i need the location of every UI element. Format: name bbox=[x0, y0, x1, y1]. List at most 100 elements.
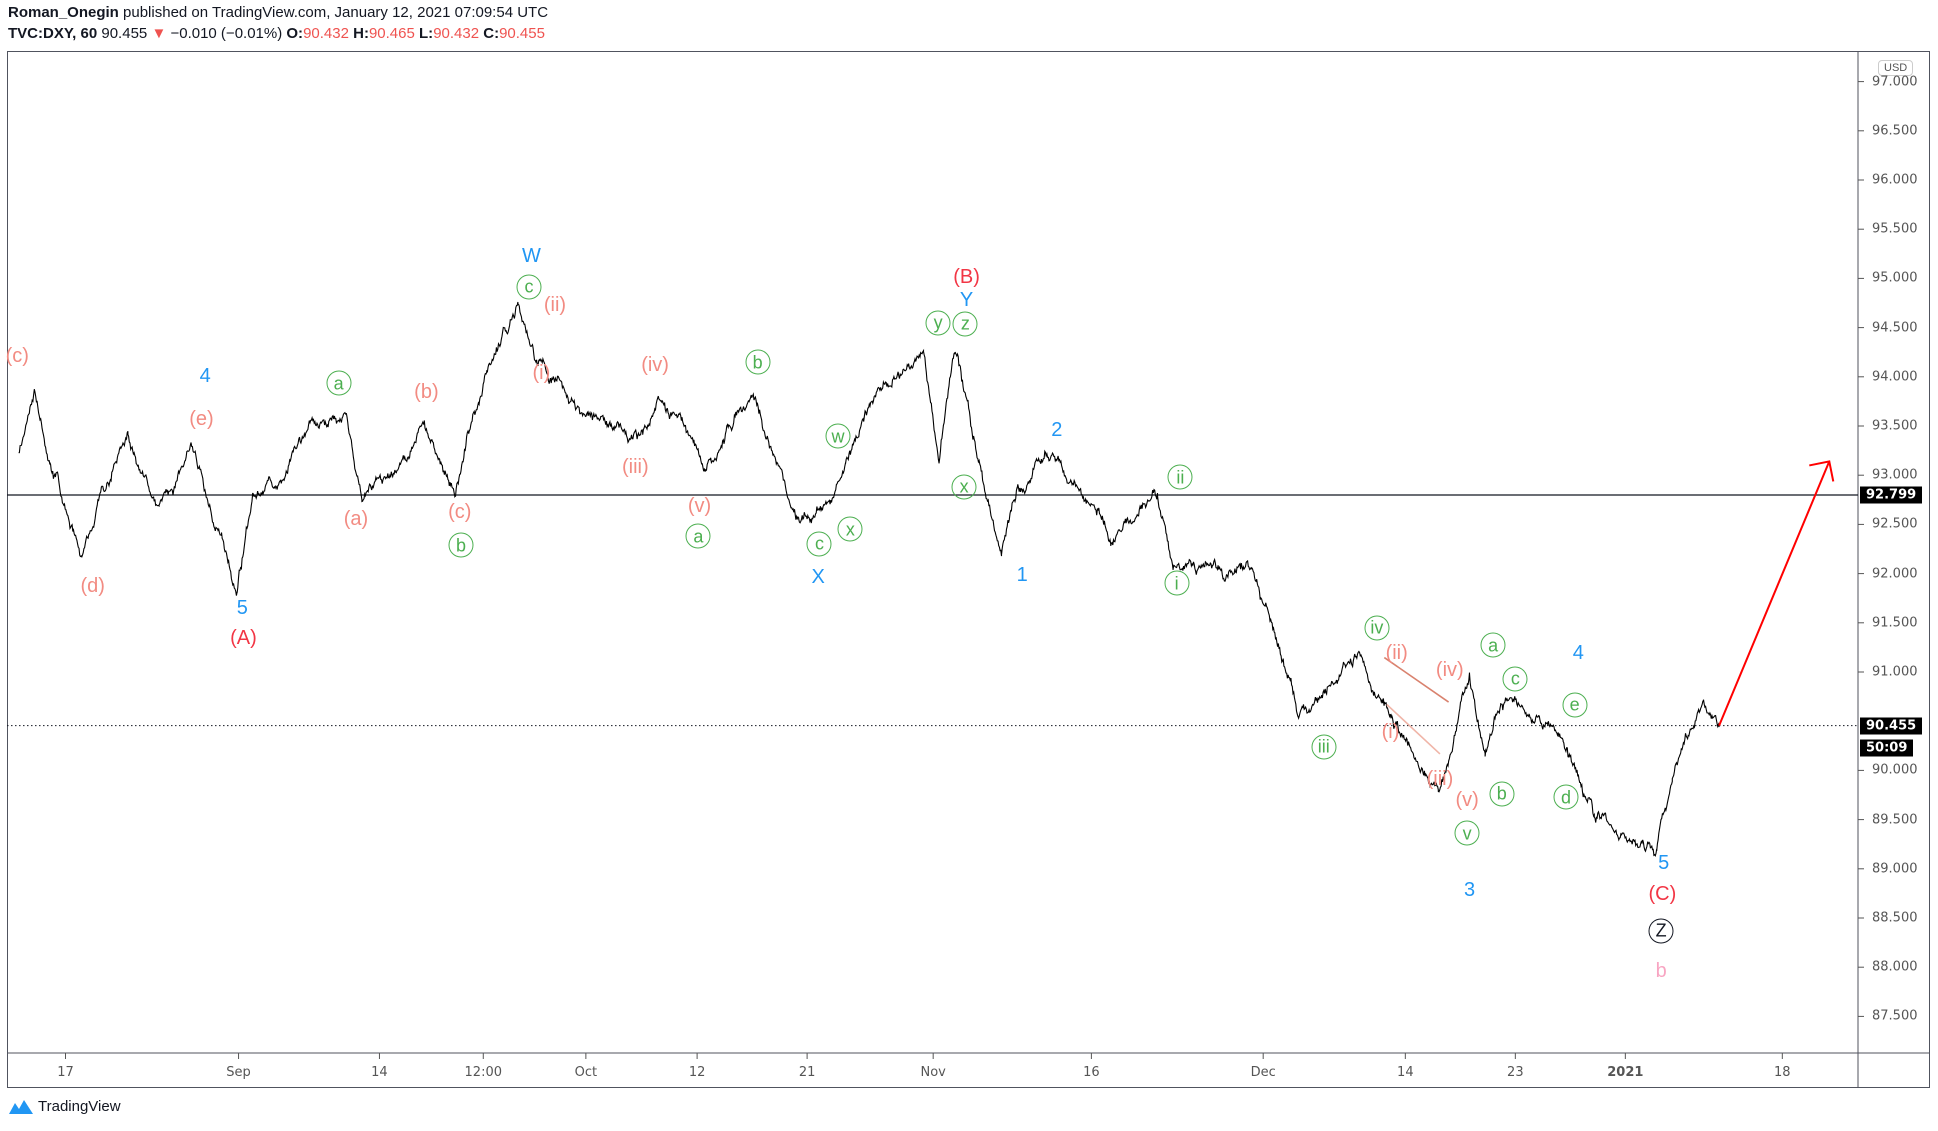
wave-label[interactable]: d bbox=[1553, 784, 1579, 810]
wave-label[interactable]: 2 bbox=[1051, 419, 1063, 442]
price-series-line bbox=[18, 301, 1720, 857]
price-tick-label: 91.500 bbox=[1872, 615, 1918, 631]
time-tick-label: 14 bbox=[371, 1065, 388, 1080]
currency-badge[interactable]: USD bbox=[1878, 60, 1914, 76]
wave-label[interactable]: y bbox=[925, 310, 951, 336]
wave-label[interactable]: W bbox=[522, 244, 541, 267]
tradingview-logo-icon bbox=[9, 1099, 33, 1114]
price-tick-label: 92.500 bbox=[1872, 516, 1918, 532]
price-tick-label: 89.500 bbox=[1872, 812, 1918, 828]
wave-label[interactable]: (ii) bbox=[1385, 641, 1408, 664]
wave-label[interactable]: (ii) bbox=[543, 294, 567, 317]
price-tick-label: 92.000 bbox=[1872, 566, 1918, 582]
wave-label[interactable]: a bbox=[1480, 632, 1506, 658]
wave-label[interactable]: 5 bbox=[236, 597, 248, 620]
wave-label[interactable]: (iv) bbox=[641, 353, 669, 376]
wave-label[interactable]: (c) bbox=[5, 344, 29, 367]
tradingview-logo[interactable]: TradingView bbox=[8, 1098, 121, 1115]
wave-label[interactable]: (b) bbox=[414, 380, 439, 403]
time-tick-label: 14 bbox=[1397, 1065, 1414, 1080]
wave-label[interactable]: (C) bbox=[1648, 882, 1677, 905]
wave-label[interactable]: a bbox=[685, 523, 711, 549]
wave-label[interactable]: z bbox=[952, 311, 978, 337]
wave-label[interactable]: b bbox=[448, 532, 474, 558]
wave-label[interactable]: iv bbox=[1364, 615, 1390, 641]
wave-label[interactable]: (e) bbox=[189, 408, 214, 430]
wave-label[interactable]: X bbox=[811, 566, 825, 589]
price-tick-label: 96.500 bbox=[1872, 123, 1918, 139]
last-price: 90.455 bbox=[101, 25, 148, 42]
wave-label[interactable]: (iii) bbox=[1426, 767, 1454, 790]
wave-label[interactable]: a bbox=[326, 370, 352, 396]
wave-label[interactable]: (i) bbox=[532, 362, 551, 385]
price-tick-label: 93.500 bbox=[1872, 418, 1918, 434]
brand-name: TradingView bbox=[38, 1098, 121, 1115]
time-tick-label: 21 bbox=[798, 1065, 816, 1080]
wave-label[interactable]: c bbox=[1502, 666, 1528, 692]
wave-label[interactable]: x bbox=[951, 474, 977, 500]
price-tick-label: 90.000 bbox=[1872, 762, 1918, 778]
wave-label[interactable]: (c) bbox=[448, 500, 472, 523]
close-value: 90.455 bbox=[499, 25, 545, 42]
symbol-legend: TVC:DXY, 60 90.455 ▼ −0.010 (−0.01%) O:9… bbox=[8, 25, 545, 42]
price-tick-label: 94.500 bbox=[1872, 320, 1918, 336]
wave-label[interactable]: b bbox=[1655, 960, 1667, 983]
wave-label[interactable]: w bbox=[825, 423, 851, 449]
wave-label[interactable]: b bbox=[745, 349, 771, 375]
time-tick-label: Oct bbox=[574, 1065, 598, 1080]
wave-label[interactable]: i bbox=[1164, 570, 1190, 596]
time-tick-label: 2021 bbox=[1607, 1065, 1644, 1080]
wave-label[interactable]: 4 bbox=[199, 364, 211, 387]
time-tick-label: 16 bbox=[1083, 1065, 1100, 1080]
wave-label[interactable]: 5 bbox=[1658, 851, 1670, 874]
wave-label[interactable]: (iii) bbox=[621, 456, 649, 479]
wave-label[interactable]: c bbox=[516, 274, 542, 300]
wave-label[interactable]: (v) bbox=[687, 494, 712, 517]
time-tick-label: 18 bbox=[1774, 1065, 1791, 1080]
low-value: 90.432 bbox=[433, 25, 480, 42]
time-tick-label: Nov bbox=[920, 1065, 946, 1080]
last-price-tag: 90.455 bbox=[1860, 717, 1923, 735]
price-tick-label: 97.000 bbox=[1872, 74, 1918, 90]
price-tick-label: 88.500 bbox=[1872, 910, 1918, 926]
wave-label[interactable]: x bbox=[837, 516, 863, 542]
wave-label[interactable]: e bbox=[1562, 692, 1588, 718]
price-tick-label: 95.500 bbox=[1872, 221, 1918, 237]
wave-label[interactable]: (iv) bbox=[1435, 658, 1464, 681]
wave-label[interactable]: v bbox=[1454, 820, 1480, 846]
projection-arrow-line bbox=[1718, 461, 1831, 727]
publish-info: published on TradingView.com, January 12… bbox=[123, 4, 549, 21]
horizontal-line-price-tag: 92.799 bbox=[1860, 486, 1923, 504]
wave-label[interactable]: ii bbox=[1167, 464, 1193, 490]
wave-label[interactable]: (B) bbox=[953, 265, 980, 288]
wave-label[interactable]: 1 bbox=[1016, 563, 1028, 586]
wave-label[interactable]: Y bbox=[959, 289, 974, 312]
wave-label[interactable]: Z bbox=[1648, 918, 1674, 944]
time-tick-label: 12:00 bbox=[464, 1065, 502, 1080]
wave-label[interactable]: (i) bbox=[1381, 720, 1400, 743]
wedge-upper-trendline bbox=[1383, 656, 1450, 703]
wave-label[interactable]: c bbox=[806, 531, 832, 557]
time-tick-label: 12 bbox=[688, 1065, 706, 1080]
wave-label[interactable]: (A) bbox=[230, 626, 257, 649]
price-tick-label: 88.000 bbox=[1872, 959, 1918, 975]
wave-label[interactable]: (v) bbox=[1455, 788, 1479, 811]
wave-label[interactable]: 3 bbox=[1464, 878, 1476, 901]
wedge-lower-trendline bbox=[1386, 703, 1441, 755]
wave-label[interactable]: b bbox=[1489, 781, 1515, 806]
wave-label[interactable]: (a) bbox=[343, 508, 369, 531]
price-tick-label: 94.000 bbox=[1872, 369, 1918, 385]
price-tick-label: 96.000 bbox=[1872, 172, 1918, 188]
price-tick-label: 95.000 bbox=[1872, 270, 1918, 286]
wave-label[interactable]: iii bbox=[1311, 734, 1337, 760]
wave-label[interactable]: 4 bbox=[1572, 641, 1584, 664]
chart-area[interactable] bbox=[7, 51, 1930, 1088]
publish-line: Roman_Onegin published on TradingView.co… bbox=[8, 4, 548, 21]
price-tick-label: 93.000 bbox=[1872, 467, 1918, 483]
author-name[interactable]: Roman_Onegin bbox=[8, 4, 119, 21]
wave-label[interactable]: (d) bbox=[80, 574, 105, 597]
price-change: −0.010 (−0.01%) bbox=[170, 25, 283, 42]
symbol-name[interactable]: TVC:DXY, 60 bbox=[8, 25, 98, 42]
